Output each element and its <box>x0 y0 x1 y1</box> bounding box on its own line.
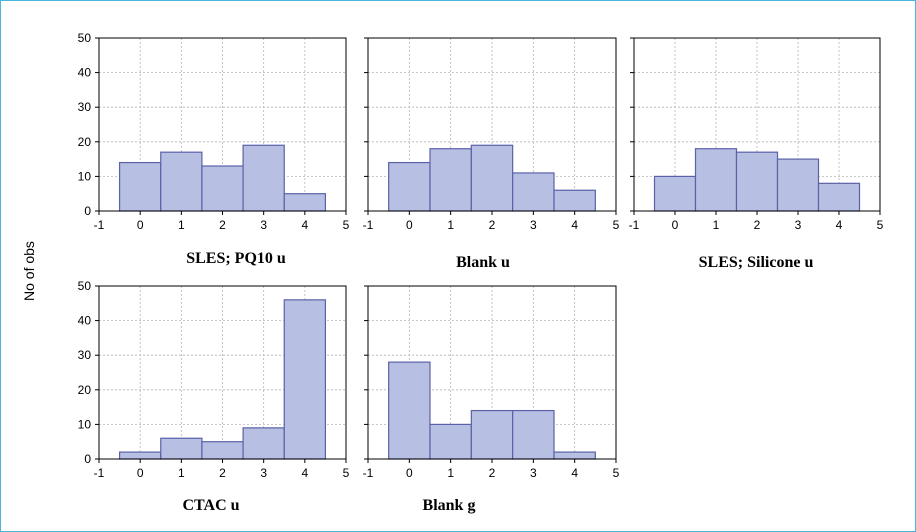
y-tick-label: 0 <box>84 204 91 218</box>
x-tick-label: 4 <box>571 218 578 232</box>
y-tick-label: 10 <box>78 417 92 431</box>
x-tick-label: 4 <box>301 218 308 232</box>
histogram-bar <box>242 427 285 460</box>
histogram-bar <box>553 451 596 460</box>
y-tick-label: 20 <box>78 383 92 397</box>
histogram-bar <box>201 441 244 460</box>
x-tick-label: 5 <box>613 218 620 232</box>
x-tick-label: 4 <box>836 218 843 232</box>
x-tick-label: 5 <box>877 218 884 232</box>
x-tick-label: 0 <box>137 466 144 480</box>
histogram-bar <box>388 361 431 460</box>
histogram-bar <box>242 144 285 212</box>
y-tick-label: 30 <box>78 100 92 114</box>
x-tick-label: 3 <box>530 218 537 232</box>
histogram-bar <box>817 182 861 212</box>
panel-title: Blank u <box>456 254 510 271</box>
y-tick-label: 50 <box>78 31 92 45</box>
histogram-bar <box>429 423 472 460</box>
x-tick-label: 1 <box>447 218 454 232</box>
x-tick-label: 5 <box>343 466 350 480</box>
histogram-bar <box>160 151 203 212</box>
histogram-bar <box>160 437 203 460</box>
y-tick-label: 50 <box>78 279 92 293</box>
y-tick-label: 10 <box>78 169 92 183</box>
y-tick-label: 20 <box>78 135 92 149</box>
panel-title: SLES; Silicone u <box>699 254 814 271</box>
histogram-bar <box>735 151 779 212</box>
x-tick-label: 1 <box>447 466 454 480</box>
x-tick-label: 4 <box>301 466 308 480</box>
histogram-bar <box>201 165 244 212</box>
y-tick-label: 30 <box>78 348 92 362</box>
histogram-bar <box>283 193 327 212</box>
histogram-bar <box>653 175 697 212</box>
x-tick-label: 5 <box>343 218 350 232</box>
x-tick-label: 5 <box>613 466 620 480</box>
histogram-bar <box>776 158 820 212</box>
x-tick-label: 2 <box>219 218 226 232</box>
x-tick-label: 3 <box>795 218 802 232</box>
x-tick-label: 0 <box>137 218 144 232</box>
x-tick-label: -1 <box>94 466 105 480</box>
histogram-bar <box>512 172 555 212</box>
x-tick-label: 2 <box>489 466 496 480</box>
histogram-bar <box>694 148 738 212</box>
x-tick-label: -1 <box>363 466 374 480</box>
x-tick-label: 1 <box>713 218 720 232</box>
y-tick-label: 40 <box>78 314 92 328</box>
histogram-bar <box>470 409 514 460</box>
histogram-bar <box>118 161 162 212</box>
x-tick-label: 3 <box>260 466 267 480</box>
histogram-bar <box>429 148 472 212</box>
histogram-bar <box>388 161 431 212</box>
histogram-bar <box>118 451 162 460</box>
x-tick-label: -1 <box>94 218 105 232</box>
histogram-bar <box>470 144 514 212</box>
histogram-panel: -1 0 1 2 3 4 5 SLES; Silicone u <box>629 37 884 271</box>
x-tick-label: 2 <box>754 218 761 232</box>
panel-title: SLES; PQ10 u <box>186 250 286 267</box>
y-tick-label: 40 <box>78 66 92 80</box>
histogram-bar <box>512 409 555 460</box>
x-tick-label: 0 <box>406 218 413 232</box>
x-tick-label: 1 <box>178 466 185 480</box>
histogram-panel: -1 0 1 2 3 4 5 Blank g <box>363 285 620 514</box>
x-tick-label: 1 <box>178 218 185 232</box>
panel-title: CTAC u <box>182 497 239 514</box>
x-tick-label: 4 <box>571 466 578 480</box>
histogram-bar <box>283 299 327 460</box>
x-tick-label: -1 <box>363 218 374 232</box>
x-tick-label: 2 <box>219 466 226 480</box>
x-tick-label: 3 <box>530 466 537 480</box>
x-tick-label: 0 <box>672 218 679 232</box>
panel-title: Blank g <box>423 497 476 514</box>
y-tick-label: 0 <box>84 452 91 466</box>
histogram-panel: -1 0 1 2 3 4 5 Blank u <box>363 37 620 271</box>
x-tick-label: -1 <box>629 218 640 232</box>
x-tick-label: 2 <box>489 218 496 232</box>
x-tick-label: 0 <box>406 466 413 480</box>
x-tick-label: 3 <box>260 218 267 232</box>
histogram-bar <box>553 189 596 212</box>
